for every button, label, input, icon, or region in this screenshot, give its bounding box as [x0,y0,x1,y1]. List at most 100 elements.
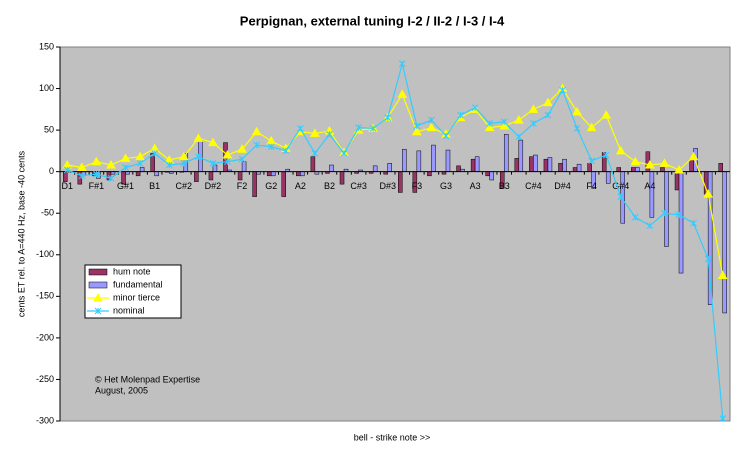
point [602,151,610,159]
point [688,151,699,161]
point [107,174,115,182]
x-axis-title: bell - strike note >> [354,432,431,442]
y-tick-label: 100 [39,83,54,93]
point [78,172,86,180]
y-tick-label: -100 [36,249,54,259]
x-tick-label: A2 [295,181,306,191]
point [559,86,566,94]
point [572,106,582,116]
point [209,160,217,167]
point [122,164,129,171]
point [224,158,231,166]
point [530,120,537,127]
x-tick-label: B3 [499,181,510,191]
bar [529,156,534,172]
point [601,110,612,119]
bar [587,163,592,172]
y-tick-label: 0 [49,166,54,176]
point [237,144,247,153]
bar [427,171,432,177]
point [76,162,87,172]
x-tick-label: A4 [644,181,655,191]
point [630,156,641,166]
x-tick-label: F4 [586,181,597,191]
bar [660,167,665,172]
legend-swatch [88,281,108,289]
point [398,60,406,67]
legend-marker [94,307,102,315]
point [251,126,262,136]
point [617,193,625,200]
point [719,415,727,422]
bar [562,158,567,172]
point [178,151,189,161]
point [661,209,668,217]
bar [329,164,334,172]
point [457,111,464,119]
bar [558,163,563,172]
point [484,122,495,132]
point [238,155,246,163]
bar [635,167,640,172]
bar [266,171,272,177]
bar [339,171,345,185]
bar [678,171,684,274]
bar [689,158,694,172]
point [369,125,377,132]
point [428,116,435,124]
bar [649,171,655,218]
x-tick-label: B1 [149,181,160,191]
annotation: August, 2005 [95,385,148,395]
point [106,160,116,169]
point [588,157,595,165]
bar [543,158,549,172]
point [690,219,697,227]
line [67,63,724,419]
point [340,150,348,157]
bar [664,171,669,247]
point [282,147,290,155]
bar [470,158,476,172]
y-tick-label: -50 [41,208,54,218]
point [573,125,581,132]
bar [372,165,378,172]
bar [718,163,723,172]
bar [674,171,680,191]
point [91,156,102,166]
bar [139,167,145,172]
point [193,133,204,142]
point [631,214,639,221]
point [499,120,510,130]
bar [431,144,436,172]
point [675,211,683,219]
point [296,125,304,132]
bar [456,165,461,172]
point [397,89,408,98]
x-tick-label: D#2 [205,181,222,191]
x-tick-label: A3 [470,181,481,191]
legend-label: minor tierce [113,292,160,302]
point [703,189,714,198]
annotation: © Het Molenpad Expertise [95,374,200,384]
point [267,143,275,151]
point [253,141,260,149]
point [500,118,508,126]
bar [416,150,422,172]
point [426,122,437,132]
x-tick-label: G3 [440,181,452,191]
bar [514,158,520,172]
bar [194,171,199,182]
y-tick-label: -300 [36,415,54,425]
point [586,122,597,132]
bar [489,171,494,181]
x-tick-label: B2 [324,181,335,191]
point [544,111,552,119]
x-tick-label: D#3 [379,181,396,191]
point [704,255,712,263]
line [67,87,724,276]
bar [241,161,247,172]
bar [387,163,392,172]
bar [252,171,257,197]
x-tick-label: G2 [265,181,277,191]
